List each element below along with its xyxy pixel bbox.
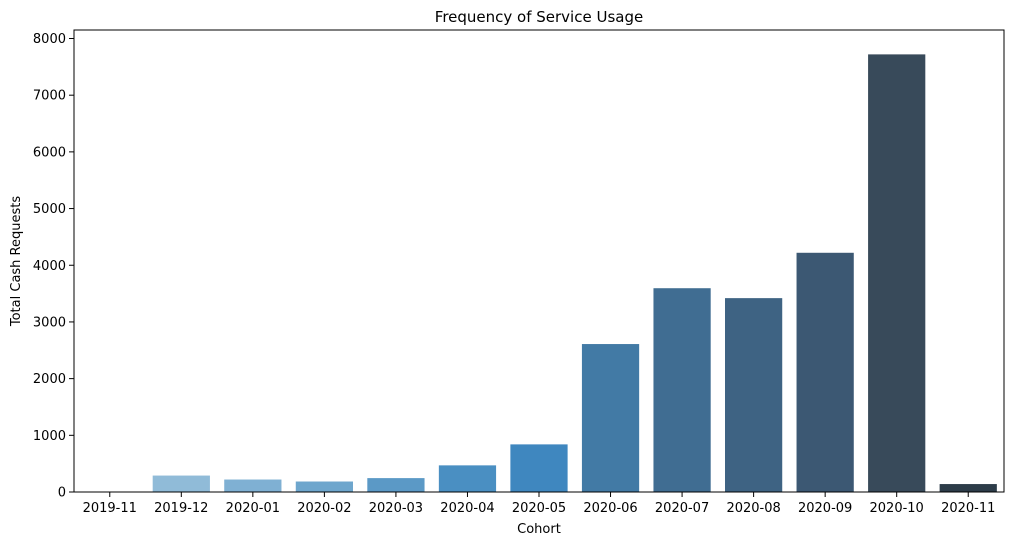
x-tick-label: 2020-08 — [726, 501, 780, 516]
x-tick-label: 2020-11 — [941, 501, 995, 516]
x-tick-label: 2020-02 — [297, 501, 351, 516]
chart-title: Frequency of Service Usage — [435, 8, 643, 26]
bars-group — [81, 54, 997, 492]
y-tick-label: 7000 — [33, 89, 66, 104]
y-tick-label: 0 — [58, 486, 66, 501]
bar-2019-12 — [152, 475, 210, 492]
y-tick-label: 2000 — [33, 372, 66, 387]
y-tick-label: 3000 — [33, 315, 66, 330]
x-tick-label: 2020-06 — [583, 501, 637, 516]
y-tick-label: 4000 — [33, 259, 66, 274]
bar-2020-08 — [725, 298, 783, 492]
y-tick-label: 8000 — [33, 32, 66, 47]
x-tick-label: 2019-11 — [83, 501, 137, 516]
x-tick-label: 2020-10 — [870, 501, 924, 516]
x-tick-label: 2020-07 — [655, 501, 709, 516]
bar-2020-06 — [581, 344, 640, 492]
plot-frame — [73, 29, 1005, 493]
x-tick-label: 2020-03 — [369, 501, 423, 516]
y-tick-label: 1000 — [33, 429, 66, 444]
x-tick-label: 2020-04 — [440, 501, 494, 516]
y-axis: 0 1000 2000 3000 4000 5000 6000 7000 8000 — [33, 32, 74, 501]
x-tick-label: 2020-05 — [512, 501, 566, 516]
bar-2020-05 — [510, 444, 568, 492]
bar-2020-07 — [653, 288, 711, 492]
y-tick-label: 6000 — [33, 145, 66, 160]
x-tick-label: 2020-09 — [798, 501, 852, 516]
x-axis-label: Cohort — [517, 522, 561, 537]
bar-2020-02 — [295, 481, 353, 492]
x-tick-label: 2019-12 — [154, 501, 208, 516]
bar-2020-10 — [868, 54, 926, 492]
x-tick-label: 2020-01 — [226, 501, 280, 516]
x-axis: 2019-11 2019-12 2020-01 2020-02 2020-03 2020-… — [83, 492, 995, 516]
bar-2020-04 — [438, 465, 497, 492]
bar-2020-09 — [796, 252, 854, 492]
y-axis-label: Total Cash Requests — [9, 196, 24, 327]
bar-2020-03 — [367, 478, 425, 492]
bar-2020-11 — [939, 484, 997, 492]
y-tick-label: 5000 — [33, 202, 66, 217]
bar-2020-01 — [224, 479, 282, 492]
